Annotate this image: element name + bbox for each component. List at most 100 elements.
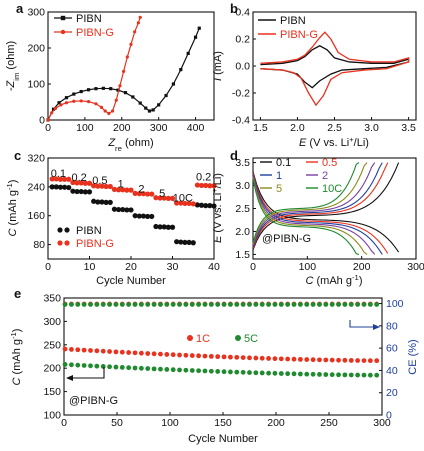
discharge-curve — [252, 174, 383, 255]
legend-label: PIBN-G — [280, 29, 318, 41]
capacity-point — [88, 363, 93, 369]
data-point-pibn-g — [107, 183, 113, 190]
capacity-point — [304, 357, 310, 362]
rate-label: 10C — [173, 192, 193, 204]
x-tick-label: 0 — [250, 261, 256, 273]
capacity-point — [297, 356, 303, 362]
ce-point — [310, 302, 316, 307]
data-point-pibn — [86, 189, 93, 195]
ce-point — [253, 302, 259, 307]
y-axis-label: C (mAh g-1) — [9, 329, 24, 386]
data-point-pibn — [194, 202, 200, 208]
capacity-point — [259, 370, 265, 376]
capacity-point — [228, 354, 233, 360]
rate-label: 5 — [159, 188, 165, 200]
data-point-pibn — [174, 239, 180, 245]
data-point-pibn — [211, 203, 217, 209]
y-tick-label: 160 — [27, 210, 45, 222]
charge-curve — [252, 162, 368, 245]
capacity-point — [247, 370, 252, 375]
legend-marker — [235, 335, 241, 341]
x-tick-label: 100 — [76, 122, 94, 134]
data-point-pibn-g — [157, 195, 163, 201]
x-tick-label: 2.0 — [290, 122, 305, 134]
x-tick-label: 250 — [320, 417, 338, 429]
capacity-point — [81, 347, 87, 353]
data-point-pibn — [99, 199, 105, 205]
y-tick-label: 0.4 — [235, 7, 250, 19]
data-point-pibn-g — [49, 176, 55, 182]
y-right-tick-label: 20 — [386, 387, 398, 399]
panel-b: b 1.5 2.0 2.5 3.0 3.5 -0.4 -0.2 0.0 0.2 0.4 PIBN PIB… — [212, 1, 417, 149]
capacity-point — [62, 346, 68, 352]
data-point-pibn — [186, 239, 192, 246]
data-point-pibn — [190, 240, 196, 246]
capacity-point — [348, 358, 354, 363]
data-point-pibn-g — [136, 191, 142, 197]
data-point-pibn-g — [203, 182, 209, 189]
data-point-pibn-g — [110, 109, 115, 113]
capacity-point — [336, 357, 341, 363]
y-right-tick-label: 80 — [386, 320, 398, 332]
ce-point — [145, 302, 151, 307]
data-point-pibn — [66, 184, 72, 191]
capacity-point — [208, 368, 214, 374]
capacity-point — [202, 368, 208, 374]
capacity-point — [183, 367, 189, 373]
capacity-point — [329, 372, 335, 378]
ce-point — [151, 302, 157, 307]
data-point-pibn — [138, 101, 142, 105]
capacity-point — [297, 371, 303, 377]
capacity-point — [196, 368, 202, 374]
y-tick-label: 240 — [27, 181, 45, 193]
capacity-point — [119, 349, 125, 355]
capacity-point — [310, 371, 316, 377]
capacity-point — [259, 355, 265, 361]
data-point-pibn-g — [211, 183, 217, 189]
x-tick-label: 300 — [150, 122, 168, 134]
rate-label: 0.5 — [92, 175, 107, 187]
data-point-pibn — [111, 206, 117, 212]
plot-frame — [47, 11, 215, 121]
y-tick-label: 350 — [43, 293, 61, 305]
y-axis-label: I (mA) — [212, 51, 224, 81]
charge-curve — [252, 162, 360, 244]
data-point-pibn-g — [140, 191, 147, 197]
panel-e: e 0 50 100 150 200 250 300 100 150 200 250 300 350 0 20… — [9, 286, 420, 445]
x-tick-label: 0 — [61, 417, 67, 429]
data-point-pibn-g — [64, 101, 69, 105]
data-point-pibn-g — [91, 183, 97, 189]
data-point-pibn-g — [82, 180, 88, 186]
x-tick-label: 100 — [299, 261, 317, 273]
ce-point — [100, 302, 106, 307]
data-point-pibn — [53, 184, 59, 190]
ce-point — [317, 302, 322, 307]
y-tick-label: 0.2 — [235, 34, 250, 46]
series-line-pibn — [47, 27, 200, 121]
capacity-point — [234, 354, 240, 360]
data-point-pibn — [132, 213, 138, 219]
rate-label: 0.2 — [196, 172, 211, 184]
ce-point — [348, 302, 354, 307]
data-point-pibn-g — [122, 69, 126, 73]
data-point-pibn — [157, 103, 161, 107]
ce-point — [177, 302, 182, 307]
data-point-pibn-g — [115, 187, 122, 193]
ce-point — [367, 302, 373, 307]
data-point-pibn — [145, 213, 151, 220]
capacity-point — [132, 350, 138, 356]
left-axis-arrow-head — [66, 375, 73, 381]
data-point-pibn — [49, 184, 55, 190]
capacity-point — [69, 346, 74, 352]
legend-label: 5C — [244, 333, 258, 345]
panel-label: d — [230, 148, 238, 163]
capacity-point — [107, 349, 112, 354]
data-point-pibn-g — [103, 183, 109, 190]
y-tick-label: 250 — [43, 339, 61, 351]
data-point-pibn-g — [79, 99, 83, 103]
capacity-point — [215, 354, 221, 360]
capacity-point — [170, 367, 176, 373]
panel-label: a — [16, 1, 24, 16]
legend-label: 5 — [276, 183, 282, 195]
